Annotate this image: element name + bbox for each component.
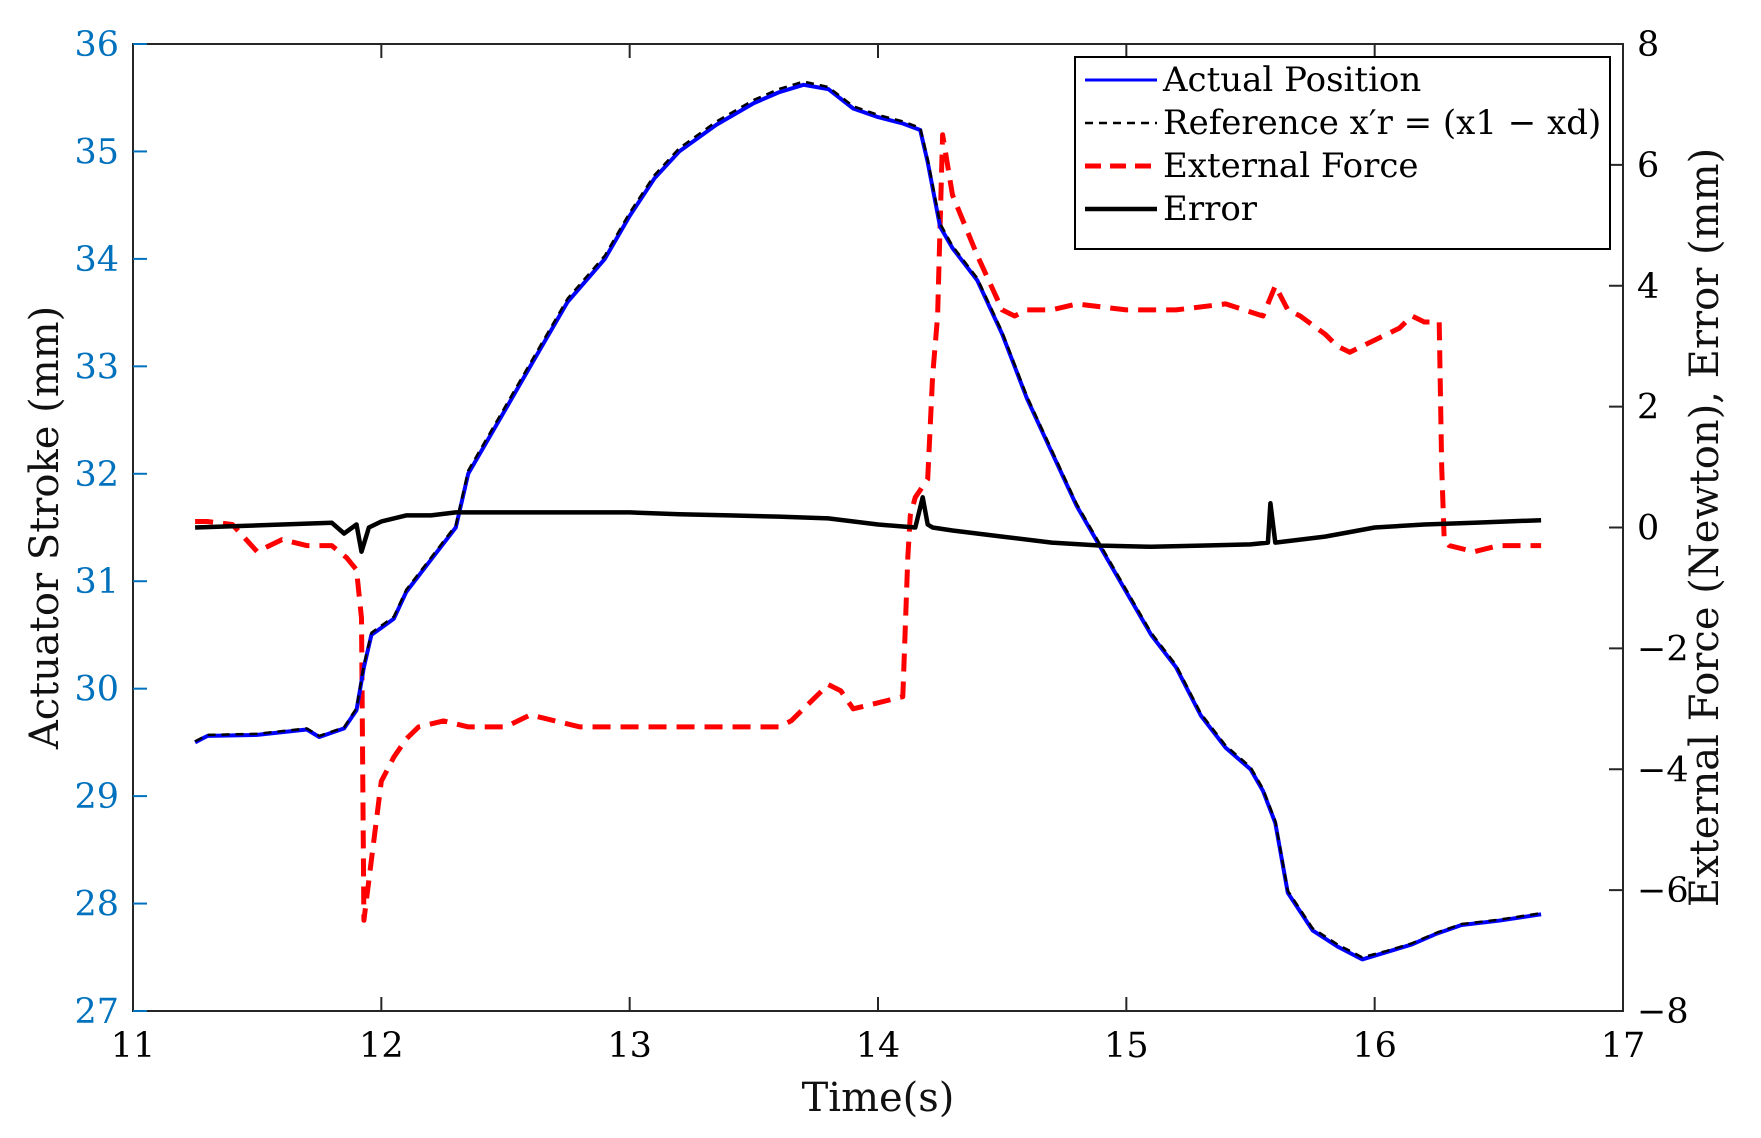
legend-label: Actual Position bbox=[1162, 60, 1421, 100]
y-right-tick-label: −8 bbox=[1637, 992, 1689, 1032]
x-tick-label: 11 bbox=[111, 1026, 156, 1066]
y-left-tick-label: 36 bbox=[74, 25, 119, 65]
y-right-tick-label: 0 bbox=[1637, 509, 1659, 549]
y-right-tick-label: −2 bbox=[1637, 629, 1689, 669]
y-axis-right-title: External Force (Newton), Error (mm) bbox=[1682, 148, 1728, 907]
series-layer bbox=[194, 80, 1542, 962]
legend-box bbox=[1074, 56, 1611, 250]
x-tick-label: 13 bbox=[607, 1026, 652, 1066]
y-right-tick-label: 4 bbox=[1637, 267, 1659, 307]
y-left-tick-label: 27 bbox=[74, 992, 119, 1032]
y-right-tick-label: −4 bbox=[1637, 750, 1689, 790]
series-line-error bbox=[195, 495, 1542, 554]
series-line-actual-position bbox=[194, 82, 1542, 962]
legend-label: Reference x′r = (x1 − xd) bbox=[1163, 103, 1601, 143]
x-tick-label: 12 bbox=[359, 1026, 404, 1066]
y-left-tick-label: 31 bbox=[74, 562, 119, 602]
tick-layer: 11 12 13 14 15 16 1727282930313233343536−8−6−4… bbox=[74, 25, 1688, 1066]
y-left-tick-label: 35 bbox=[74, 132, 119, 172]
y-right-tick-label: 8 bbox=[1637, 25, 1659, 65]
x-axis-title: Time(s) bbox=[802, 1075, 955, 1121]
y-right-tick-label: 6 bbox=[1637, 146, 1659, 186]
y-right-tick-label: −6 bbox=[1637, 871, 1689, 911]
x-tick-label: 15 bbox=[1104, 1026, 1149, 1066]
y-left-tick-label: 32 bbox=[74, 455, 119, 495]
x-tick-label: 14 bbox=[856, 1026, 901, 1066]
y-right-tick-label: 2 bbox=[1637, 388, 1659, 428]
y-left-tick-label: 34 bbox=[74, 240, 119, 280]
y-axis-left-title: Actuator Stroke (mm) bbox=[22, 306, 68, 750]
x-tick-label: 16 bbox=[1352, 1026, 1397, 1066]
y-left-tick-label: 33 bbox=[74, 347, 119, 387]
y-left-tick-label: 29 bbox=[74, 777, 119, 817]
y-left-tick-label: 30 bbox=[74, 670, 119, 710]
x-tick-label: 17 bbox=[1601, 1026, 1646, 1066]
series-line-reference-x-r-x1-xd bbox=[194, 80, 1542, 959]
legend-label: External Force bbox=[1163, 146, 1419, 186]
series-line-external-force bbox=[195, 132, 1542, 923]
legend-label: Error bbox=[1163, 189, 1258, 229]
y-left-tick-label: 28 bbox=[74, 885, 119, 925]
